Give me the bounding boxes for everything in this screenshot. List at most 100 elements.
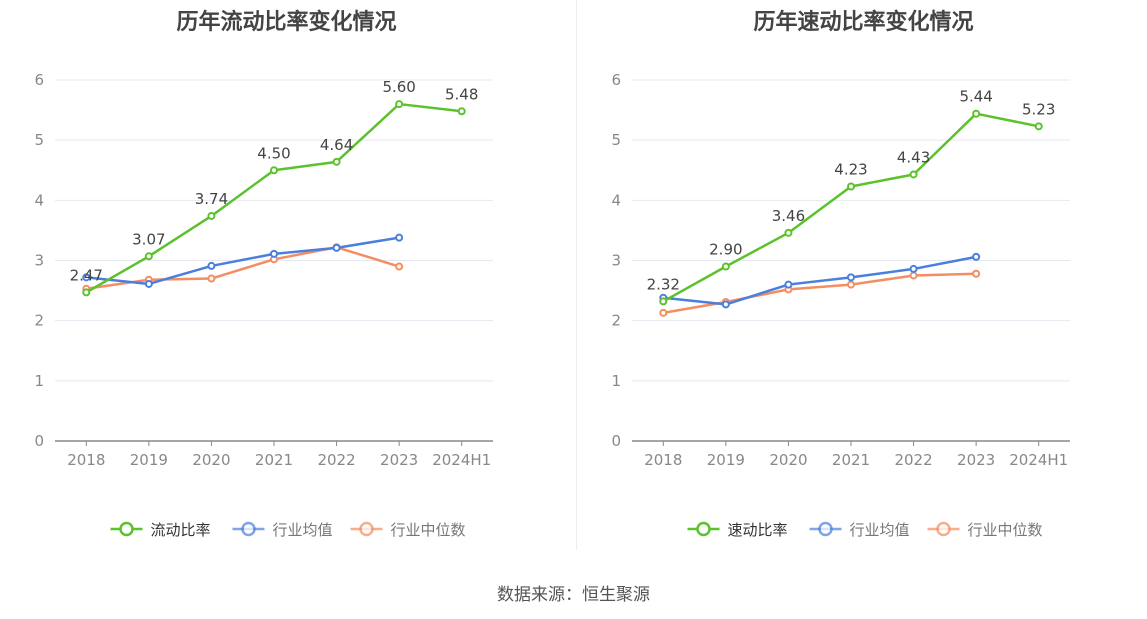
series-line-primary [85, 102, 462, 294]
quick-ratio-panel: 历年速动比率变化情况 0 1 2 3 4 5 6 2018 2019 2020 2021 2022 20… [577, 0, 1147, 560]
data-point-primary[interactable] [395, 100, 404, 109]
legend-label: 行业中位数 [391, 521, 466, 539]
data-point-primary[interactable] [1034, 122, 1043, 131]
x-tick-label: 2018 [67, 451, 105, 469]
legend-item-median[interactable]: 行业中位数 [350, 521, 466, 539]
data-point-mean[interactable] [847, 273, 855, 282]
quick-ratio-chart: 0 1 2 3 4 5 6 2018 2019 2020 2021 2022 2023 2024H1 2.3… [611, 71, 1070, 539]
data-point-mean[interactable] [784, 280, 793, 289]
current-ratio-chart: 0 1 2 3 4 5 6 2018 2019 2020 2021 2022 2023 2024H1 2.4… [34, 71, 493, 539]
legend-marker [241, 521, 256, 537]
legend-marker [119, 521, 134, 537]
data-label: 5.60 [382, 78, 415, 96]
y-tick-label: 4 [34, 191, 44, 209]
data-point-mean[interactable] [395, 233, 404, 242]
data-point-mean[interactable] [207, 261, 216, 270]
data-point-mean[interactable] [270, 249, 278, 258]
data-point-median[interactable] [909, 271, 918, 280]
y-tick-label: 1 [34, 372, 44, 390]
legend-label: 行业均值 [850, 521, 910, 539]
data-point-median[interactable] [972, 269, 981, 278]
data-label: 4.23 [834, 160, 867, 178]
data-point-primary[interactable] [144, 252, 153, 261]
legend-marker [696, 521, 711, 537]
data-point-mean[interactable] [909, 264, 918, 273]
data-point-mean[interactable] [721, 300, 730, 309]
legend-marker [936, 521, 951, 537]
data-point-median[interactable] [659, 308, 668, 317]
data-point-primary[interactable] [721, 262, 730, 271]
x-tick-label: 2024H1 [432, 451, 491, 469]
series-line-primary [662, 112, 1039, 303]
x-tick-label: 2023 [957, 451, 995, 469]
data-point-primary[interactable] [847, 182, 855, 191]
data-point-primary[interactable] [784, 228, 793, 237]
x-tick-label: 2020 [769, 451, 807, 469]
data-point-median[interactable] [395, 262, 404, 271]
y-tick-label: 3 [611, 252, 621, 270]
data-label: 5.48 [445, 85, 478, 103]
data-point-mean[interactable] [82, 273, 91, 282]
series-line-median [663, 272, 977, 315]
x-tick-label: 2019 [130, 451, 168, 469]
data-label: 3.74 [195, 190, 228, 208]
x-tick-label: 2024H1 [1009, 451, 1068, 469]
legend-item-primary[interactable]: 流动比率 [110, 521, 211, 539]
data-label: 3.46 [772, 207, 805, 225]
current-ratio-panel: 历年流动比率变化情况 0 1 2 3 4 5 6 2018 2019 2020 2021 2022 20… [0, 0, 573, 560]
legend-label: 行业均值 [273, 521, 333, 539]
series-line-mean [663, 255, 977, 306]
data-point-primary[interactable] [207, 211, 216, 220]
y-tick-label: 5 [34, 131, 44, 149]
x-tick-label: 2020 [192, 451, 230, 469]
legend-item-primary[interactable]: 速动比率 [687, 521, 788, 539]
legend-marker [359, 521, 374, 537]
data-point-primary[interactable] [332, 157, 341, 166]
x-tick-label: 2021 [255, 451, 293, 469]
data-label: 5.23 [1022, 100, 1055, 118]
x-tick-label: 2018 [644, 451, 682, 469]
data-point-median[interactable] [847, 280, 855, 289]
x-tick-label: 2021 [832, 451, 870, 469]
data-label: 4.50 [257, 144, 290, 162]
data-point-mean[interactable] [144, 279, 153, 288]
legend-marker [818, 521, 833, 537]
data-point-primary[interactable] [659, 297, 668, 306]
legend-item-median[interactable]: 行业中位数 [927, 521, 1043, 539]
data-label: 4.43 [897, 148, 930, 166]
panel-divider [576, 0, 577, 550]
y-tick-label: 4 [611, 191, 621, 209]
legend-label: 速动比率 [728, 521, 788, 539]
data-point-primary[interactable] [909, 170, 918, 179]
data-point-primary[interactable] [82, 288, 91, 297]
data-point-median[interactable] [207, 274, 216, 283]
series-line-median [86, 246, 400, 291]
data-label: 2.90 [709, 241, 742, 259]
legend-item-mean[interactable]: 行业均值 [809, 521, 910, 539]
data-point-primary[interactable] [972, 109, 981, 118]
data-label: 3.07 [132, 230, 165, 248]
y-tick-label: 0 [611, 432, 621, 450]
data-point-mean[interactable] [972, 252, 981, 261]
y-tick-label: 1 [611, 372, 621, 390]
x-tick-label: 2022 [894, 451, 932, 469]
data-label: 2.47 [70, 266, 103, 284]
y-tick-label: 0 [34, 432, 44, 450]
chart-title: 历年流动比率变化情况 [176, 10, 397, 35]
data-point-primary[interactable] [457, 107, 466, 116]
y-tick-label: 2 [611, 312, 621, 330]
y-tick-label: 6 [34, 71, 44, 89]
y-tick-label: 6 [611, 71, 621, 89]
x-tick-label: 2019 [707, 451, 745, 469]
x-tick-label: 2023 [380, 451, 418, 469]
y-tick-label: 5 [611, 131, 621, 149]
data-point-mean[interactable] [332, 243, 341, 252]
y-tick-label: 3 [34, 252, 44, 270]
legend-item-mean[interactable]: 行业均值 [232, 521, 333, 539]
data-label: 2.32 [647, 275, 680, 293]
series-line-mean [86, 236, 400, 286]
x-tick-label: 2022 [317, 451, 355, 469]
legend-label: 流动比率 [151, 521, 211, 539]
chart-title: 历年速动比率变化情况 [753, 10, 974, 35]
data-point-primary[interactable] [270, 166, 278, 175]
